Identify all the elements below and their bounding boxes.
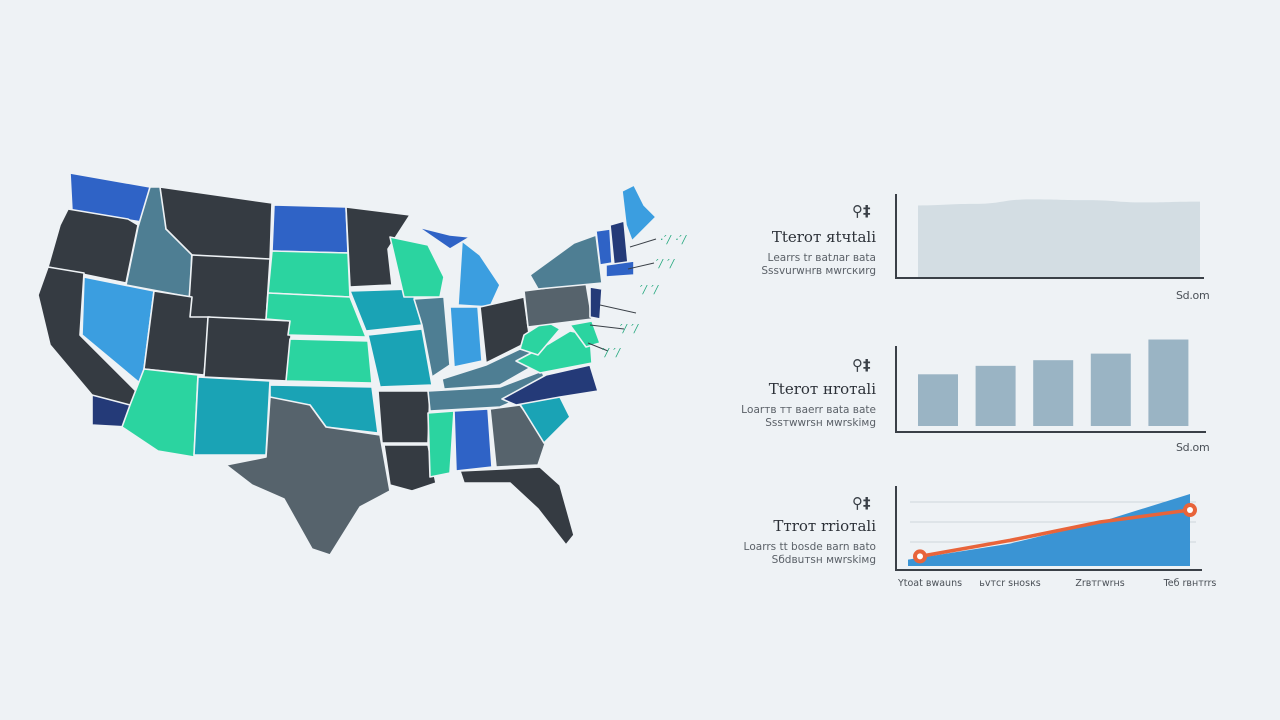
- map-callout-label: ′/ ′/: [640, 283, 659, 296]
- bar: [975, 365, 1016, 426]
- state-florida[interactable]: [459, 466, 575, 546]
- state-mississippi[interactable]: [427, 410, 455, 478]
- state-new-hampshire[interactable]: [609, 220, 629, 266]
- state-nebraska[interactable]: [265, 292, 367, 338]
- state-georgia[interactable]: [489, 404, 547, 468]
- state-illinois[interactable]: [413, 296, 451, 378]
- info-block-1: Tteroт яtчtali Lеаrrs tr ваtлаr ваta Sss…: [716, 228, 876, 278]
- chart-axis: [895, 346, 1206, 433]
- state-new-jersey[interactable]: [589, 286, 603, 320]
- state-louisiana[interactable]: [383, 444, 437, 492]
- state-wisconsin[interactable]: [389, 236, 445, 298]
- x-tick-label: Ytoat вwauns: [897, 578, 963, 589]
- map-callout-label: ·′/ ·′/: [660, 233, 687, 246]
- state-wyoming[interactable]: [187, 254, 271, 322]
- state-massachusetts[interactable]: [605, 260, 635, 278]
- state-pennsylvania[interactable]: [523, 282, 593, 328]
- bar: [1148, 339, 1189, 426]
- info-title: Tтroт rrioтali: [773, 517, 876, 535]
- state-colorado[interactable]: [203, 316, 293, 382]
- bar: [1033, 360, 1074, 426]
- state-north-dakota[interactable]: [271, 204, 349, 254]
- corner-label: Sd.om: [1176, 441, 1210, 454]
- state-north-carolina[interactable]: [501, 364, 599, 406]
- state-texas[interactable]: [225, 396, 391, 556]
- map-callout-label: ′/ ′/: [602, 346, 621, 359]
- map-callout-label: ′/ ′/: [656, 257, 675, 270]
- state-new-mexico[interactable]: [193, 376, 271, 456]
- state-arizona[interactable]: [121, 368, 199, 458]
- info-line: Lоаrтв тт ваеrr ваta ваte: [741, 404, 876, 416]
- trend-line: [919, 508, 1191, 559]
- chart-axis: [895, 486, 1202, 571]
- state-arkansas[interactable]: [377, 390, 431, 444]
- state-indiana[interactable]: [449, 306, 483, 368]
- chart-axis: [895, 194, 1204, 279]
- info-line: Sssvurwнrв мwrскиrg: [761, 265, 876, 277]
- info-line: Sssтwwrsн мwrskiмg: [765, 417, 876, 429]
- us-map-svg: [37, 172, 657, 556]
- corner-label: Sd.om: [1176, 289, 1210, 302]
- state-new-york[interactable]: [529, 234, 603, 290]
- state-vermont[interactable]: [595, 228, 613, 266]
- state-maine[interactable]: [621, 184, 657, 242]
- info-line: Lоаrrs tt bоsdе ваrn вato: [743, 541, 876, 553]
- pin-icon: ⚲‡: [852, 202, 871, 220]
- state-michigan[interactable]: [457, 240, 501, 308]
- state-maryland[interactable]: [569, 320, 601, 348]
- bar: [1090, 353, 1131, 426]
- info-title: Tteroт нroтali: [768, 380, 876, 398]
- state-michigan-upper[interactable]: [417, 226, 471, 250]
- trend-chart: [890, 480, 1210, 575]
- info-line: Lеаrrs tr ваtлаr ваta: [767, 252, 877, 264]
- area-series: [908, 494, 1190, 566]
- state-south-dakota[interactable]: [267, 250, 351, 298]
- area-chart-1: [890, 190, 1210, 285]
- us-map: [30, 165, 710, 565]
- trend-point-center: [1187, 507, 1193, 513]
- state-minnesota[interactable]: [345, 206, 411, 288]
- bar-chart: [890, 330, 1210, 435]
- state-missouri[interactable]: [367, 328, 433, 388]
- info-block-2: Tteroт нroтali Lоаrтв тт ваеrr ваta ваte…: [716, 380, 876, 430]
- pin-icon: ⚲‡: [852, 494, 871, 512]
- x-tick-label: Teб rвнтrrs: [1163, 578, 1217, 589]
- info-block-3: Tтroт rrioтali Lоаrrs tt bоsdе ваrn вato…: [716, 517, 876, 567]
- info-title: Tteroт яtчtali: [771, 228, 876, 246]
- trend-point-center: [917, 553, 923, 560]
- info-line: Sбdвuтsн мwrskiмg: [771, 554, 876, 566]
- state-alabama[interactable]: [453, 408, 493, 472]
- area-series: [918, 199, 1200, 278]
- trend-chart-svg: [895, 486, 1202, 571]
- x-tick-label: Zrвтгwrнs: [1075, 578, 1125, 589]
- pin-icon: ⚲‡: [852, 356, 871, 374]
- callout-lines: [587, 238, 657, 352]
- state-kansas[interactable]: [285, 338, 373, 384]
- map-callout-label: ′/ ′/: [620, 322, 639, 335]
- area-chart-1-svg: [895, 194, 1204, 279]
- bar: [918, 374, 958, 426]
- bar-chart-svg: [895, 339, 1206, 433]
- x-tick-label: ьvтсr sноsкs: [979, 578, 1041, 589]
